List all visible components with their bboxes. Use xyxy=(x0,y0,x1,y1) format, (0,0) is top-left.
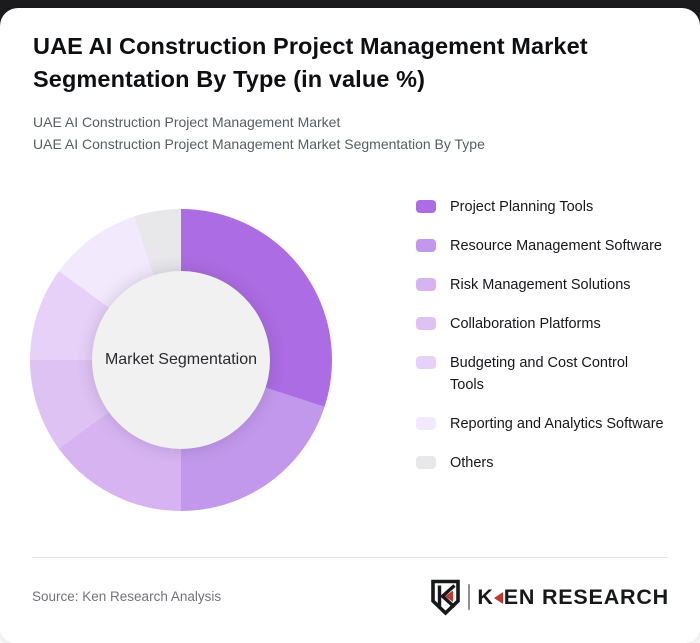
legend-label: Project Planning Tools xyxy=(450,199,594,215)
chart-legend: Project Planning Tools Resource Managemen… xyxy=(416,196,664,474)
legend-item: Project Planning Tools xyxy=(416,196,664,218)
legend-item: Others xyxy=(416,452,664,474)
legend-swatch xyxy=(416,200,436,213)
legend-label: Budgeting and Cost Control Tools xyxy=(450,355,629,393)
legend-label: Risk Management Solutions xyxy=(450,277,631,293)
legend-label: Resource Management Software xyxy=(450,238,662,254)
legend-swatch xyxy=(416,278,436,291)
legend-swatch xyxy=(416,456,436,469)
subtitle-line-2: UAE AI Construction Project Management M… xyxy=(33,135,485,152)
legend-swatch xyxy=(416,317,436,330)
legend-item: Collaboration Platforms xyxy=(416,313,664,335)
legend-label: Collaboration Platforms xyxy=(450,316,601,332)
logo-wordmark: K EN RESEARCH xyxy=(477,585,669,610)
legend-label: Reporting and Analytics Software xyxy=(450,416,664,432)
legend-item: Risk Management Solutions xyxy=(416,274,664,296)
page-title: UAE AI Construction Project Management M… xyxy=(33,33,588,92)
source-text: Source: Ken Research Analysis xyxy=(32,589,222,604)
ken-research-shield-icon xyxy=(431,579,461,615)
logo-k: K xyxy=(477,584,494,609)
legend-swatch xyxy=(416,239,436,252)
footer-divider xyxy=(32,557,668,558)
ken-research-logo: K EN RESEARCH xyxy=(430,577,669,617)
donut-chart: Market Segmentation xyxy=(30,209,332,511)
logo-rest: EN RESEARCH xyxy=(503,584,669,609)
legend-item: Resource Management Software xyxy=(416,235,664,257)
legend-swatch xyxy=(416,356,436,369)
logo-separator xyxy=(468,584,471,610)
donut-hole: Market Segmentation xyxy=(92,271,270,449)
chart-subtitle: UAE AI Construction Project Management M… xyxy=(33,112,673,155)
legend-label: Others xyxy=(450,455,494,471)
legend-item: Budgeting and Cost Control Tools xyxy=(416,352,664,396)
legend-swatch xyxy=(416,417,436,430)
logo-red-arrow-icon xyxy=(493,591,503,604)
subtitle-line-1: UAE AI Construction Project Management M… xyxy=(33,114,341,130)
legend-item: Reporting and Analytics Software xyxy=(416,413,664,435)
donut-center-label: Market Segmentation xyxy=(104,351,258,368)
